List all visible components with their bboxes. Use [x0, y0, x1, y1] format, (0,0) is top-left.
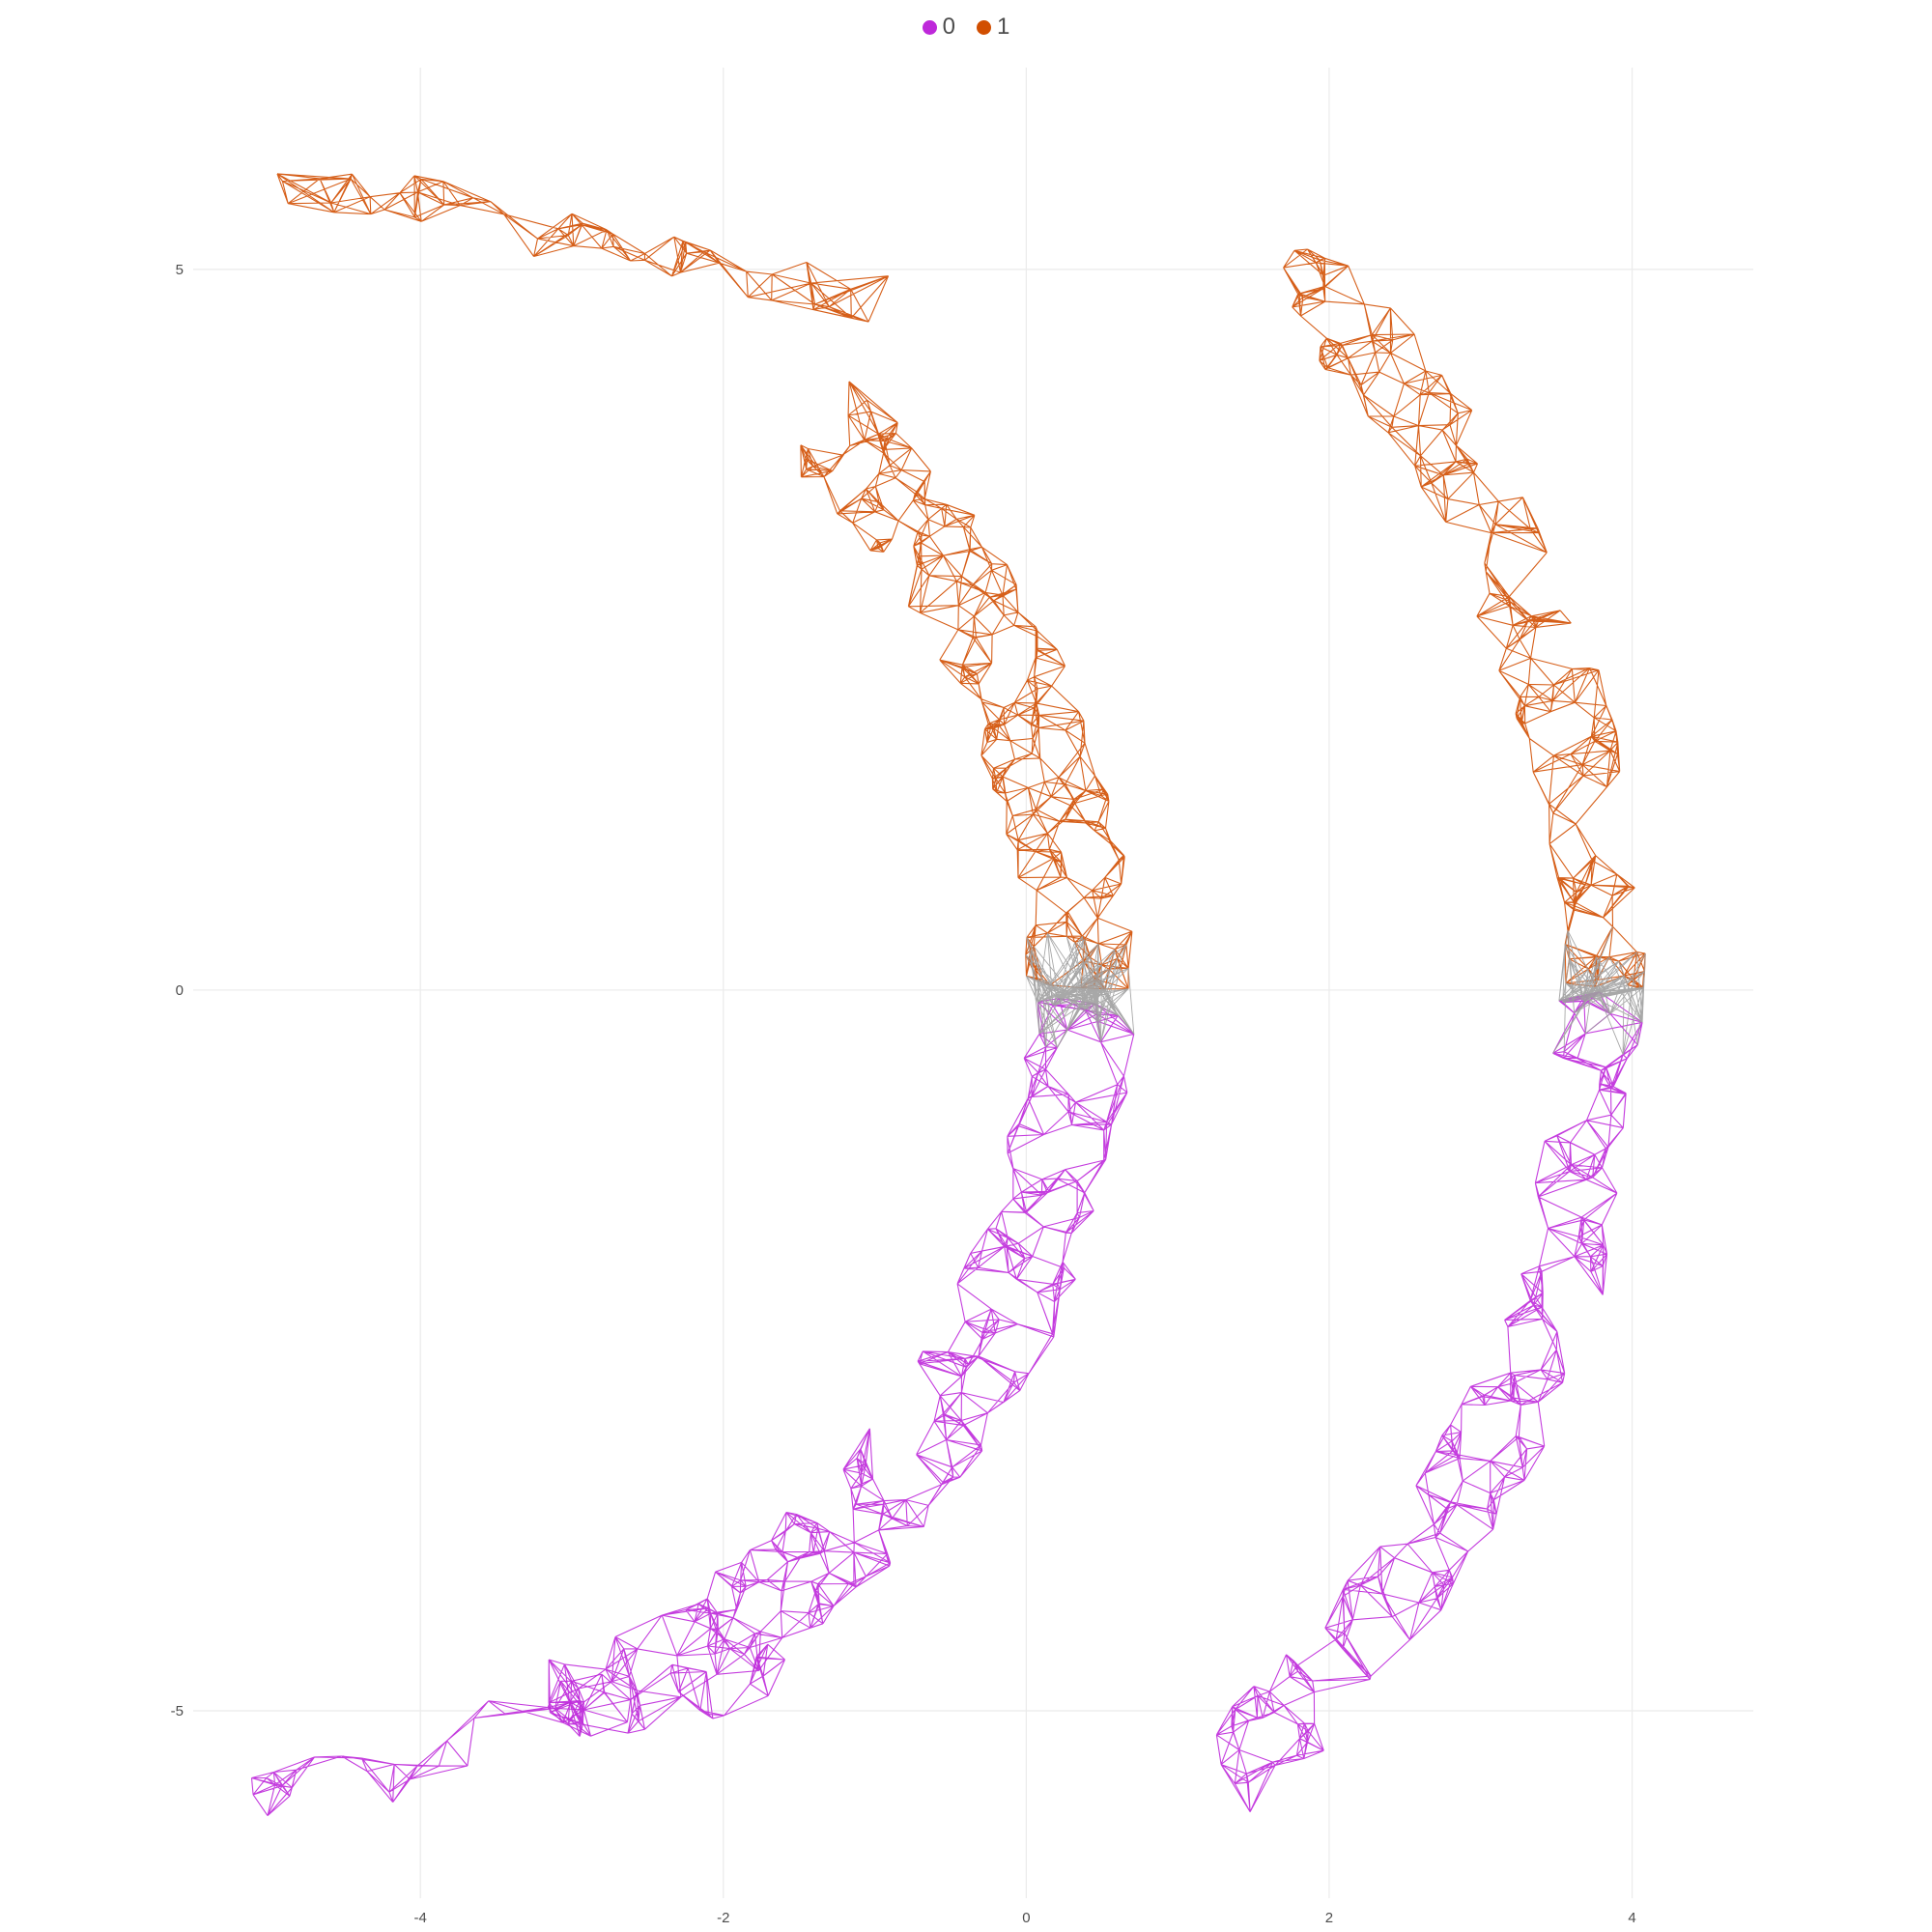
x-tick-label-4: 4 — [1628, 1910, 1635, 1926]
edges — [250, 173, 1646, 1817]
tick-labels: -4 -2 0 2 4 -5 0 5 — [171, 262, 1636, 1926]
cross-edges-1 — [1552, 926, 1646, 1055]
x-tick-label-1: -2 — [717, 1910, 729, 1926]
edges-series-1-arc-0 — [800, 381, 1133, 990]
edges-series-1-arc-1 — [1283, 248, 1646, 990]
edges-series-0-arc-0 — [548, 997, 1135, 1737]
edges-series-0-fragment — [250, 1643, 785, 1817]
legend-item-0[interactable]: 0 — [922, 14, 955, 41]
y-tick-label-2: 5 — [176, 262, 184, 278]
cross-edges-0 — [1025, 932, 1135, 1048]
edges-series-1-fragment — [276, 173, 890, 323]
grid — [193, 68, 1753, 1898]
legend-swatch-1 — [977, 19, 991, 35]
x-tick-label-0: -4 — [414, 1910, 427, 1926]
x-tick-label-2: 0 — [1022, 1910, 1030, 1926]
legend-label-0: 0 — [942, 14, 955, 40]
legend-item-1[interactable]: 1 — [977, 14, 1009, 41]
legend-swatch-0 — [922, 19, 937, 35]
y-tick-label-0: -5 — [171, 1703, 184, 1719]
legend: 0 1 — [0, 14, 1932, 41]
legend-label-1: 1 — [997, 14, 1010, 40]
edges-series-0-arc-1 — [1215, 991, 1643, 1812]
y-tick-label-1: 0 — [176, 982, 184, 999]
x-tick-label-3: 2 — [1325, 1910, 1333, 1926]
